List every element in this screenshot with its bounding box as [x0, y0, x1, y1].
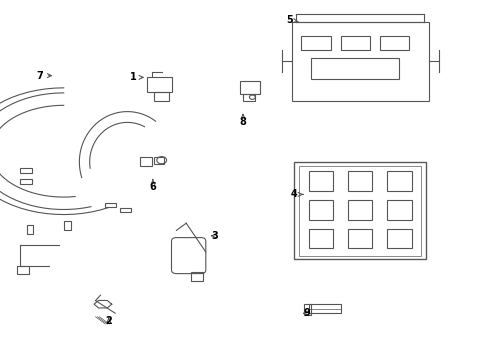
- Bar: [120, 208, 131, 212]
- Bar: [105, 203, 116, 207]
- Bar: [20, 168, 32, 173]
- Bar: [304, 304, 311, 315]
- Bar: [292, 22, 429, 101]
- Bar: [64, 221, 71, 230]
- Bar: [240, 81, 260, 94]
- Bar: [348, 229, 372, 248]
- Bar: [348, 171, 372, 191]
- Text: 9: 9: [303, 308, 310, 318]
- Bar: [294, 162, 426, 259]
- Bar: [17, 266, 29, 274]
- Bar: [341, 36, 370, 50]
- Text: 5: 5: [286, 15, 298, 25]
- Bar: [311, 58, 399, 79]
- Bar: [20, 179, 32, 184]
- Bar: [27, 225, 33, 234]
- Bar: [348, 200, 372, 220]
- Bar: [191, 272, 203, 281]
- Text: 8: 8: [240, 114, 246, 127]
- Bar: [387, 229, 412, 248]
- Bar: [309, 229, 333, 248]
- Bar: [299, 166, 421, 256]
- Text: 4: 4: [291, 189, 303, 199]
- Bar: [154, 157, 164, 164]
- Bar: [387, 200, 412, 220]
- Text: 3: 3: [211, 231, 218, 241]
- Text: 1: 1: [129, 72, 143, 82]
- Text: 2: 2: [105, 316, 112, 326]
- Bar: [309, 304, 341, 313]
- Text: 7: 7: [36, 71, 51, 81]
- Bar: [309, 200, 333, 220]
- Bar: [301, 36, 331, 50]
- Bar: [387, 171, 412, 191]
- Bar: [147, 77, 172, 92]
- Bar: [309, 171, 333, 191]
- Bar: [140, 157, 152, 166]
- Bar: [154, 92, 169, 101]
- Bar: [380, 36, 409, 50]
- Text: 6: 6: [149, 179, 156, 192]
- Bar: [243, 94, 255, 101]
